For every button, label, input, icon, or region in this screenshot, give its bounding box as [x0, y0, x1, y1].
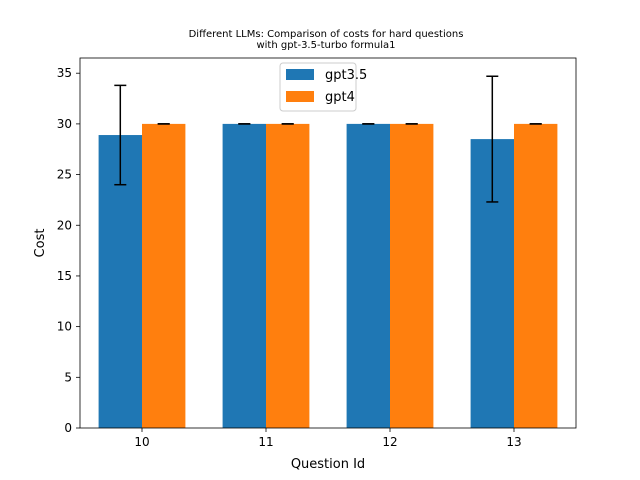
y-axis-label: Cost [33, 229, 48, 258]
chart-title-line-1: Different LLMs: Comparison of costs for … [189, 29, 464, 40]
bar-gpt3.5-q11 [222, 123, 266, 428]
bar-gpt3.5-q12 [346, 123, 390, 428]
axes-group: 0 5 10 15 20 25 30 35 10 11 12 13 [57, 66, 522, 449]
x-tick-label-11: 11 [258, 435, 273, 449]
y-tick-label-0: 0 [64, 421, 72, 435]
chart-title-line-2: with gpt-3.5-turbo formula1 [256, 40, 395, 51]
legend: gpt3.5 gpt4 [279, 62, 367, 112]
y-tick-label-20: 20 [57, 218, 72, 232]
y-tick-label-15: 15 [57, 269, 72, 283]
bar-gpt4-q13 [514, 123, 558, 428]
y-tick-label-30: 30 [57, 117, 72, 131]
bar-gpt4-q12 [390, 123, 434, 428]
y-tick-label-5: 5 [64, 370, 72, 384]
y-tick-label-25: 25 [57, 168, 72, 182]
legend-swatch-gpt3.5 [286, 69, 314, 80]
x-tick-label-12: 12 [382, 435, 397, 449]
y-tick-label-10: 10 [57, 320, 72, 334]
x-tick-label-13: 13 [506, 435, 521, 449]
legend-swatch-gpt4 [286, 91, 314, 102]
x-axis-label: Question Id [291, 457, 365, 472]
plot-area-frame [79, 57, 577, 429]
bar-gpt4-q10 [142, 123, 186, 428]
x-tick-label-10: 10 [134, 435, 149, 449]
legend-label-gpt3.5: gpt3.5 [325, 68, 367, 83]
y-tick-label-35: 35 [57, 66, 72, 80]
bar-gpt4-q11 [266, 123, 310, 428]
error-bars-group [114, 75, 542, 203]
bars-group [98, 123, 558, 429]
legend-label-gpt4: gpt4 [325, 90, 355, 105]
